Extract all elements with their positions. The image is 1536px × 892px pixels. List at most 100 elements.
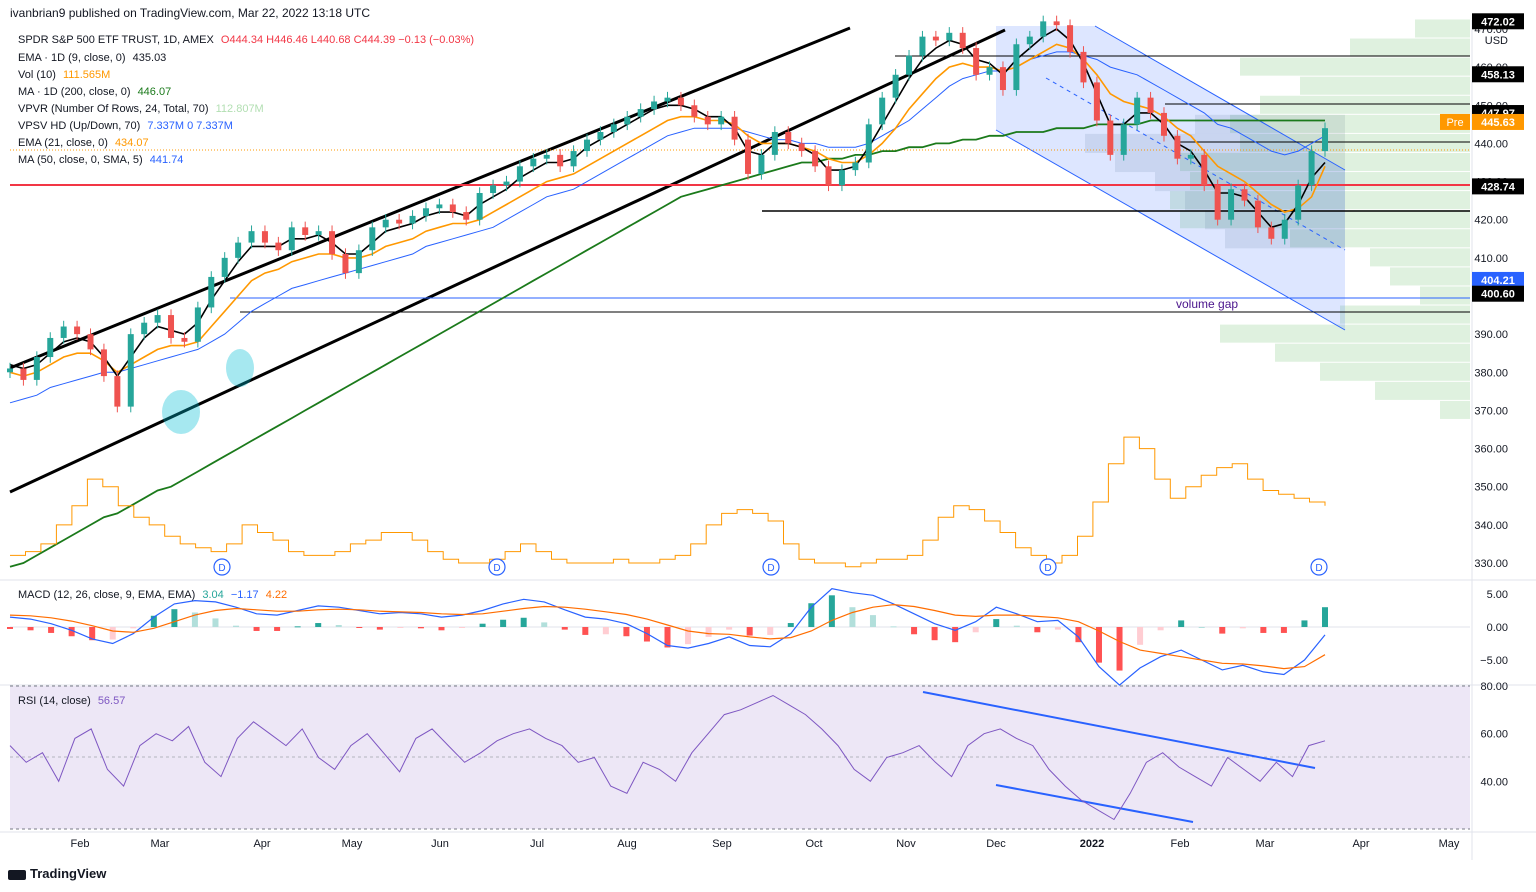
macd-signal-line [9, 603, 1326, 670]
candle-body [1228, 189, 1235, 220]
candle-body [959, 32, 966, 49]
macd-histogram-bar [397, 627, 404, 628]
macd-histogram-bar [212, 618, 219, 627]
dividend-marker-1[interactable] [213, 558, 231, 576]
volume-profile [1085, 19, 1470, 419]
time-tick-label: May [342, 838, 363, 850]
dividend-markers: D D D D D [213, 558, 1328, 576]
macd-histogram-bar [1239, 627, 1246, 629]
macd-histogram-bar [1034, 627, 1041, 633]
macd-histogram-bar [664, 627, 671, 648]
volume-ma-line [10, 436, 1326, 568]
candle-body [235, 242, 242, 258]
volume-profile-bar [1230, 114, 1470, 133]
time-tick-label: Mar [151, 838, 170, 850]
macd-legend[interactable]: MACD (12, 26, close, 9, EMA, EMA) 3.04 −… [18, 589, 287, 601]
macd-histogram-bar [746, 627, 753, 636]
legend-label: VPSV HD (Up/Down, 70) [18, 120, 141, 132]
macd-histogram-bar [931, 627, 938, 641]
legend-row-ma50[interactable]: MA (50, close, 0, SMA, 5) 441.74 [18, 154, 183, 166]
rsi-trendline-upper [922, 691, 1316, 769]
legend-row-symbol[interactable]: SPDR S&P 500 ETF TRUST, 1D, AMEX O444.34… [18, 34, 474, 46]
macd-histogram-bar [1013, 625, 1020, 627]
volume-profile-bar [1320, 362, 1470, 381]
macd-histogram-bar [828, 595, 835, 627]
price-level-label: 445.63 [1481, 117, 1515, 129]
dividend-marker-3[interactable] [762, 558, 780, 576]
candle-body [718, 116, 725, 125]
macd-histogram-bar [233, 625, 240, 627]
macd-histogram-bar [787, 623, 794, 627]
time-tick-label: Sep [712, 838, 732, 850]
candle-body [141, 322, 148, 335]
macd-histogram-bar [582, 627, 589, 635]
currency-label: USD [1485, 35, 1508, 47]
dividend-marker-4[interactable] [1039, 558, 1057, 576]
candle-body [973, 48, 980, 75]
price-level-label: 458.13 [1481, 69, 1515, 81]
macd-legend-v3: 4.22 [265, 589, 288, 601]
legend-value: O444.34 H446.46 L440.68 C444.39 −0.13 (−… [220, 34, 475, 46]
candle-body [1322, 128, 1328, 152]
candle-body [490, 185, 497, 194]
rsi-layer [9, 694, 1326, 821]
tradingview-logo[interactable]: TradingView [8, 866, 106, 881]
price-level-label-bg [1472, 178, 1524, 195]
candle-body [785, 131, 792, 144]
volume-profile-bar [1440, 400, 1470, 419]
candle-body [1107, 120, 1114, 155]
candle-body [194, 307, 201, 342]
macd-histogram-bar [849, 607, 856, 627]
candle-body [20, 368, 27, 380]
macd-histogram-bar [520, 617, 527, 627]
candles-layer [7, 15, 1328, 413]
candle-body [798, 143, 805, 152]
time-tick-label: Nov [896, 838, 916, 850]
candle-body [879, 97, 886, 125]
dividend-marker-2[interactable] [488, 558, 506, 576]
legend-row-ema21[interactable]: EMA (21, close, 0) 434.07 [18, 137, 149, 149]
highlight-circle-march [162, 390, 200, 434]
legend-row-vpsv[interactable]: VPSV HD (Up/Down, 70) 7.337M 0 7.337M [18, 120, 233, 132]
macd-histogram-bar [417, 627, 424, 629]
candle-body [1214, 185, 1221, 220]
macd-histogram-bar [130, 627, 137, 629]
dividend-marker-5[interactable] [1310, 558, 1328, 576]
rsi-tick-label: 60.00 [1480, 729, 1508, 741]
price-level-label: 472.02 [1481, 16, 1515, 28]
legend-row-ema9[interactable]: EMA · 1D (9, close, 0) 435.03 [18, 52, 166, 64]
volume-profile-bar [1350, 38, 1470, 57]
legend-row-ma200[interactable]: MA · 1D (200, close, 0) 446.07 [18, 86, 171, 98]
candle-body [731, 116, 738, 140]
candle-body [248, 231, 255, 243]
volume-profile-bar [1240, 133, 1470, 152]
candle-body [570, 151, 577, 167]
price-level-label-bg [1472, 271, 1524, 288]
macd-histogram-bar [1095, 627, 1102, 663]
candle-body [7, 368, 13, 373]
legend-row-vpvr[interactable]: VPVR (Number Of Rows, 24, Total, 70) 112… [18, 103, 264, 115]
legend-row-vol[interactable]: Vol (10) 111.565M [18, 69, 110, 81]
macd-histogram-bar [1116, 627, 1123, 671]
price-tick-label: 440.00 [1474, 138, 1508, 150]
candle-body [986, 67, 993, 75]
macd-histogram-bar [68, 627, 75, 637]
macd-histogram-bar [541, 622, 548, 627]
macd-histogram-bar [7, 627, 13, 629]
candle-body [1134, 97, 1141, 125]
macd-histogram-bar [1301, 620, 1308, 627]
candle-body [852, 162, 859, 171]
candle-body [865, 124, 872, 163]
macd-histogram-bar [1054, 627, 1061, 630]
pre-market-tag: Pre [1446, 117, 1463, 129]
candle-body [476, 193, 483, 220]
rsi-legend[interactable]: RSI (14, close) 56.57 [18, 695, 125, 707]
candle-body [463, 212, 470, 220]
price-level-label: 428.74 [1481, 181, 1516, 193]
candle-body [758, 154, 765, 174]
macd-histogram-bar [1219, 627, 1226, 634]
macd-histogram-bar [561, 627, 568, 630]
macd-histogram-bar [993, 619, 1000, 627]
rsi-trendline-lower [995, 784, 1194, 823]
legend-label: EMA · 1D (9, close, 0) [18, 52, 126, 64]
